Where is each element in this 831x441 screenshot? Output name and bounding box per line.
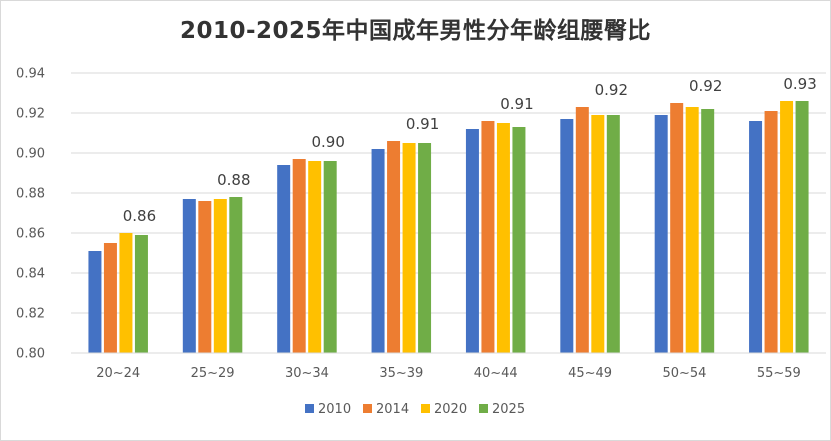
bar-2020-45~49	[591, 115, 605, 353]
bar-2014-50~54	[670, 103, 684, 353]
x-tick-label: 50~54	[662, 366, 706, 381]
data-label: 0.91	[500, 95, 533, 113]
bar-2020-20~24	[119, 233, 133, 353]
data-label: 0.88	[217, 171, 250, 189]
chart-title: 2010-2025年中国成年男性分年龄组腰臀比	[179, 18, 652, 44]
y-tick-label: 0.88	[16, 187, 45, 202]
bar-2025-50~54	[701, 109, 715, 353]
bar-2025-20~24	[134, 235, 148, 353]
legend-swatch-2020	[421, 404, 430, 413]
y-tick-label: 0.80	[16, 347, 45, 362]
x-tick-label: 35~39	[379, 366, 423, 381]
legend-swatch-2010	[305, 404, 314, 413]
legend-label: 2020	[434, 402, 467, 417]
x-tick-label: 55~59	[757, 366, 801, 381]
x-tick-label: 30~34	[285, 366, 329, 381]
data-label: 0.92	[689, 77, 722, 95]
legend-swatch-2014	[363, 404, 372, 413]
bar-2025-55~59	[795, 101, 809, 353]
bar-2014-45~49	[575, 107, 589, 353]
bar-2025-30~34	[323, 161, 337, 353]
bar-2025-45~49	[606, 115, 620, 353]
data-label: 0.90	[311, 133, 344, 151]
data-label: 0.86	[123, 207, 156, 225]
bar-2010-40~44	[465, 129, 479, 353]
bar-2014-20~24	[103, 243, 117, 353]
data-label: 0.92	[595, 81, 628, 99]
bar-2020-55~59	[780, 101, 794, 353]
bar-2014-55~59	[764, 111, 778, 353]
bar-2020-25~29	[213, 199, 227, 353]
bar-2010-35~39	[371, 149, 385, 353]
x-tick-label: 45~49	[568, 366, 612, 381]
y-tick-label: 0.84	[16, 267, 45, 282]
bar-2010-30~34	[277, 165, 291, 353]
y-tick-label: 0.94	[16, 67, 45, 82]
bar-2020-50~54	[685, 107, 699, 353]
x-tick-label: 20~24	[96, 366, 140, 381]
legend-label: 2010	[318, 402, 351, 417]
bar-2010-25~29	[182, 199, 196, 353]
legend-swatch-2025	[479, 404, 488, 413]
bar-2010-55~59	[749, 121, 763, 353]
y-tick-label: 0.92	[16, 107, 45, 122]
bar-2010-20~24	[88, 251, 102, 353]
bar-2020-40~44	[496, 123, 510, 353]
data-label: 0.93	[783, 75, 816, 93]
bar-2014-40~44	[481, 121, 495, 353]
bar-2014-25~29	[198, 201, 212, 353]
legend-label: 2014	[376, 402, 409, 417]
bar-2014-35~39	[387, 141, 401, 353]
data-label: 0.91	[406, 115, 439, 133]
bar-2010-50~54	[654, 115, 668, 353]
x-tick-label: 40~44	[474, 366, 518, 381]
y-tick-label: 0.90	[16, 147, 45, 162]
bar-2025-40~44	[512, 127, 526, 353]
bar-2025-25~29	[229, 197, 243, 353]
bar-2020-35~39	[402, 143, 416, 353]
y-tick-label: 0.86	[16, 227, 45, 242]
legend-label: 2025	[492, 402, 525, 417]
y-tick-label: 0.82	[16, 307, 45, 322]
bar-2020-30~34	[308, 161, 322, 353]
bar-2010-45~49	[560, 119, 574, 353]
bar-2025-35~39	[418, 143, 432, 353]
bar-2014-30~34	[292, 159, 306, 353]
x-tick-label: 25~29	[191, 366, 235, 381]
